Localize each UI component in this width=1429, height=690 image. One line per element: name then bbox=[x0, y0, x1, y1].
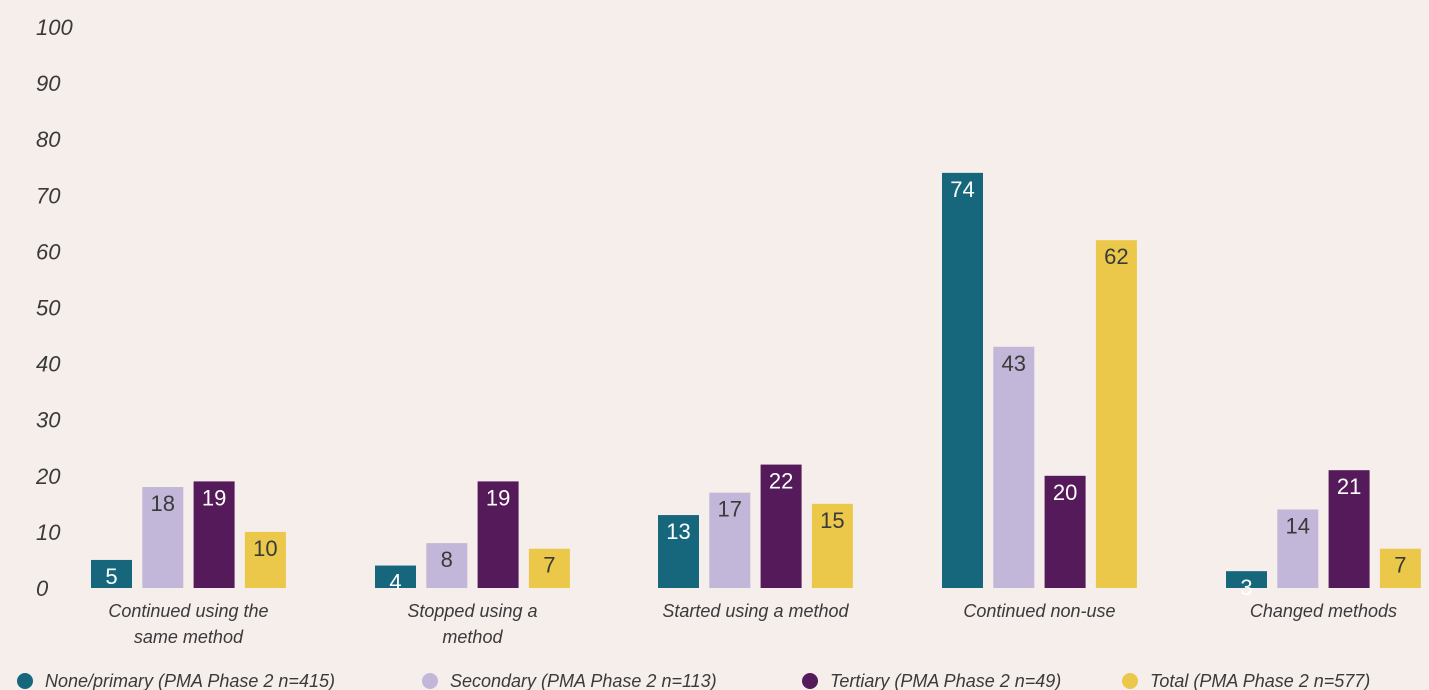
bar bbox=[1277, 509, 1319, 588]
bar bbox=[426, 543, 468, 588]
y-axis: 0 10 20 30 40 50 60 70 80 90 100 bbox=[35, 15, 73, 601]
bar-value-label: 21 bbox=[1337, 474, 1361, 499]
category-label: Continued using the bbox=[108, 601, 268, 621]
bar-value-label: 3 bbox=[1240, 575, 1252, 600]
bar-value-label: 20 bbox=[1053, 480, 1077, 505]
bar-value-label: 4 bbox=[389, 570, 401, 595]
bar bbox=[1095, 240, 1137, 588]
category-label: Stopped using a bbox=[407, 601, 537, 621]
bar bbox=[811, 503, 853, 588]
bar-value-label: 17 bbox=[718, 497, 742, 522]
y-tick-label: 80 bbox=[36, 127, 61, 152]
category-label: Started using a method bbox=[662, 601, 849, 621]
bar bbox=[1044, 475, 1086, 588]
bar-value-label: 19 bbox=[202, 485, 226, 510]
y-tick-label: 70 bbox=[36, 183, 61, 208]
bar bbox=[91, 559, 132, 588]
x-axis: Continued using the same method Stopped us… bbox=[108, 601, 1397, 647]
y-tick-label: 10 bbox=[36, 520, 61, 545]
bar-value-label: 5 bbox=[105, 564, 117, 589]
y-tick-label: 20 bbox=[35, 464, 61, 489]
bar-value-label: 43 bbox=[1002, 351, 1026, 376]
bar bbox=[244, 531, 286, 588]
y-tick-label: 100 bbox=[36, 15, 73, 40]
y-tick-label: 40 bbox=[36, 352, 61, 377]
y-tick-label: 90 bbox=[36, 71, 61, 96]
legend-marker-icon bbox=[1122, 673, 1138, 689]
category-label: Continued non-use bbox=[963, 601, 1115, 621]
bar-value-label: 22 bbox=[769, 469, 793, 494]
legend-label: Tertiary (PMA Phase 2 n=49) bbox=[830, 671, 1061, 690]
bar bbox=[942, 172, 983, 589]
legend-marker-icon bbox=[802, 673, 818, 689]
bars: 5 4 13 74 3 18 8 17 43 14 19 19 22 20 21 10 7 15 62 7 bbox=[91, 172, 1421, 600]
bar-value-label: 19 bbox=[486, 485, 510, 510]
bar-value-label: 14 bbox=[1286, 513, 1310, 538]
bar bbox=[993, 346, 1035, 588]
category-label: Changed methods bbox=[1250, 601, 1397, 621]
legend-label: Secondary (PMA Phase 2 n=113) bbox=[450, 671, 717, 690]
legend-label: None/primary (PMA Phase 2 n=415) bbox=[45, 671, 335, 690]
legend: None/primary (PMA Phase 2 n=415) Secondar… bbox=[17, 671, 1370, 690]
legend-label: Total (PMA Phase 2 n=577) bbox=[1150, 671, 1370, 690]
bar-value-label: 74 bbox=[950, 177, 974, 202]
y-tick-label: 60 bbox=[36, 239, 61, 264]
legend-marker-icon bbox=[422, 673, 438, 689]
bar-value-label: 15 bbox=[820, 508, 844, 533]
category-label: method bbox=[442, 627, 503, 647]
bar bbox=[193, 481, 235, 588]
bar-value-label: 13 bbox=[666, 519, 690, 544]
bar-value-label: 62 bbox=[1104, 244, 1128, 269]
bar bbox=[658, 515, 699, 588]
bar bbox=[528, 548, 570, 588]
bar bbox=[709, 492, 751, 588]
bar-value-label: 7 bbox=[543, 553, 555, 578]
bar bbox=[760, 464, 802, 588]
y-tick-label: 0 bbox=[36, 576, 49, 601]
y-tick-label: 30 bbox=[36, 408, 61, 433]
bar bbox=[375, 565, 416, 588]
bar bbox=[1328, 470, 1370, 588]
bar-value-label: 8 bbox=[441, 547, 453, 572]
y-tick-label: 50 bbox=[36, 296, 61, 321]
bar-value-label: 10 bbox=[253, 536, 277, 561]
legend-marker-icon bbox=[17, 673, 33, 689]
category-label: same method bbox=[134, 627, 244, 647]
bar-value-label: 7 bbox=[1394, 553, 1406, 578]
bar bbox=[1226, 571, 1267, 588]
bar-value-label: 18 bbox=[151, 491, 175, 516]
bar bbox=[477, 481, 519, 588]
bar bbox=[142, 487, 184, 588]
bar bbox=[1379, 548, 1421, 588]
